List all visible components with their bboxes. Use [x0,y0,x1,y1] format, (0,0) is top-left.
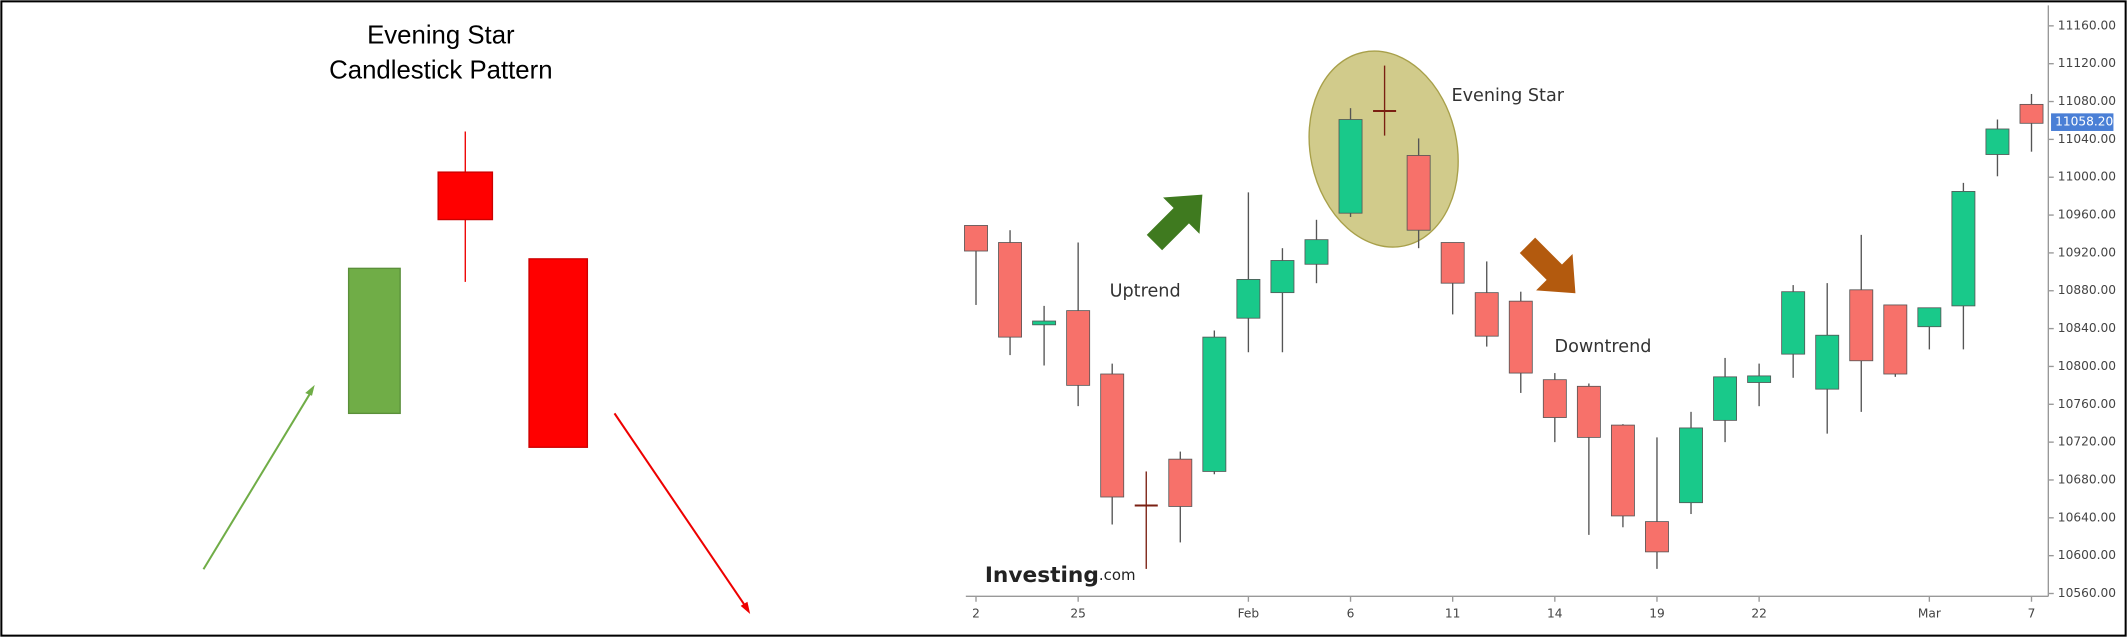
candle-body [2019,103,2044,124]
star-candle [437,171,494,221]
candle-body [1236,278,1261,319]
arrow-head [740,601,751,614]
x-tick-label: 6 [1347,606,1355,620]
x-tick-label: 22 [1751,606,1767,620]
y-tick-label: 10560.00 [2058,586,2116,600]
illustration-title: Evening Star [367,21,515,49]
x-tick-label: Mar [1918,606,1942,620]
y-tick-label: 10760.00 [2058,397,2116,411]
downtrend-arrow [1519,237,1576,294]
candle-body [1304,239,1329,265]
candle-body [1338,119,1363,214]
y-tick-label: 11040.00 [2058,132,2116,146]
candle-body [1202,336,1227,472]
last-price-label: 11058.20 [2055,115,2113,129]
candle-body [1747,375,1772,383]
candle-body [1508,300,1533,374]
candle-body [1542,379,1567,418]
annotation: Evening Star [1451,86,1564,106]
candle-body [1576,385,1601,438]
candle-body [1066,310,1091,386]
candle-body [1168,458,1193,507]
uptrend-arrow [1146,194,1203,251]
candle-body [1645,521,1669,553]
x-tick-label: 7 [2028,606,2036,620]
x-tick-label: 11 [1445,606,1461,620]
x-tick-label: Feb [1238,606,1260,620]
logo: Investing.com [985,563,1136,588]
y-tick-label: 10800.00 [2058,359,2116,373]
candle-body [1849,289,1874,362]
y-tick-label: 10640.00 [2058,510,2116,524]
y-tick-label: 11120.00 [2058,56,2116,70]
candle-body [1032,320,1057,326]
y-tick-label: 11080.00 [2058,94,2116,108]
y-tick-label: 10600.00 [2058,548,2116,562]
up-arrow [202,389,313,570]
y-tick-label: 10960.00 [2058,208,2116,222]
y-tick-label: 10880.00 [2058,283,2116,297]
annotation: Uptrend [1110,281,1181,301]
candle-body [1883,304,1908,375]
x-tick-label: 25 [1070,606,1086,620]
annotation: Downtrend [1555,337,1652,357]
candle-body [1474,292,1499,337]
candle-body [1440,242,1465,284]
last-price-box [2051,113,2114,131]
logo-suffix: .com [1099,566,1136,584]
y-tick-label: 11000.00 [2058,170,2116,184]
logo-text: Investing [985,563,1099,588]
y-tick-label: 10840.00 [2058,321,2116,335]
y-tick-label: 10920.00 [2058,245,2116,259]
illustration: Evening Star Candlestick Pattern [202,21,751,614]
candle-body [1270,260,1295,294]
candle-body [964,225,988,252]
candle-body [1917,307,1942,328]
candle-body [998,242,1022,338]
candle-body [1985,128,2010,155]
red-candle [528,258,589,448]
x-tick-label: 14 [1547,606,1563,620]
candle-body [1406,155,1431,231]
y-tick-label: 10680.00 [2058,472,2116,486]
candle-body [1610,424,1635,517]
down-arrow [613,412,747,608]
y-tick-label: 10720.00 [2058,435,2116,449]
x-tick-label: 2 [972,606,980,620]
y-tick-label: 11160.00 [2058,18,2116,32]
candlestick-chart: 10560.00 10600.00 10640.00 10680.00 10720.00… [964,5,2116,620]
candle-body [1815,334,1840,390]
green-candle [347,267,401,415]
candle-body [1781,291,1806,355]
candle-body [1951,191,1976,307]
x-tick-label: 19 [1649,606,1665,620]
candle-body [1679,427,1703,504]
arrow-head [305,384,315,396]
candle-body [1100,373,1125,498]
candle-body [1713,376,1738,421]
illustration-title: Candlestick Pattern [329,57,552,85]
